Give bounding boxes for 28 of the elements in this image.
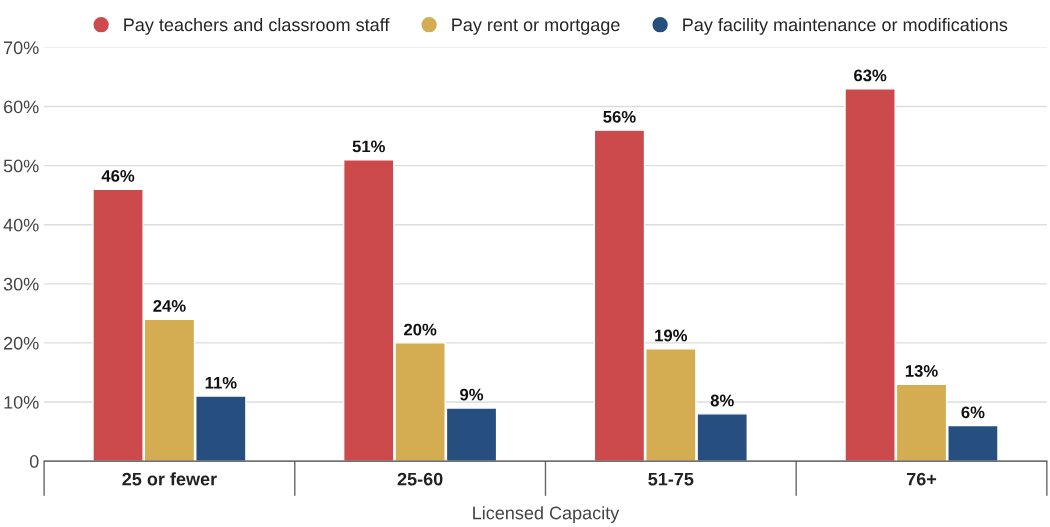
legend-label: Pay rent or mortgage [452, 18, 620, 35]
data-label: 20% [404, 323, 437, 336]
data-label: 51% [352, 140, 385, 153]
data-label: 63% [854, 69, 887, 82]
x-tick-label: 51-75 [648, 472, 694, 486]
data-label: 13% [905, 365, 938, 377]
data-label: 9% [460, 388, 484, 401]
x-axis-title: Licensed Capacity [473, 506, 620, 523]
data-label: 46% [101, 170, 135, 182]
x-tick-label: 25 or fewer [122, 472, 217, 486]
data-label: 8% [710, 394, 734, 407]
legend-label: Pay teachers and classroom staff [124, 17, 390, 35]
y-tick-label: 10% [4, 395, 39, 409]
y-tick-label: 40% [3, 218, 39, 232]
y-tick-label: 20% [4, 336, 39, 350]
data-label: 11% [205, 376, 237, 389]
legend-label: Pay facility maintenance or modifications [683, 17, 1008, 35]
y-tick-label: 70% [4, 41, 39, 55]
data-label: 6% [961, 406, 985, 419]
y-tick-label: 0 [29, 455, 39, 468]
x-tick-label: 25-60 [397, 472, 443, 486]
y-tick-label: 60% [4, 100, 39, 114]
x-tick-label: 76+ [906, 472, 937, 486]
y-tick-label: 30% [3, 277, 39, 291]
y-tick-label: 50% [3, 159, 39, 173]
data-label: 56% [603, 110, 636, 123]
data-label: 24% [153, 300, 186, 312]
data-label: 19% [655, 329, 688, 342]
